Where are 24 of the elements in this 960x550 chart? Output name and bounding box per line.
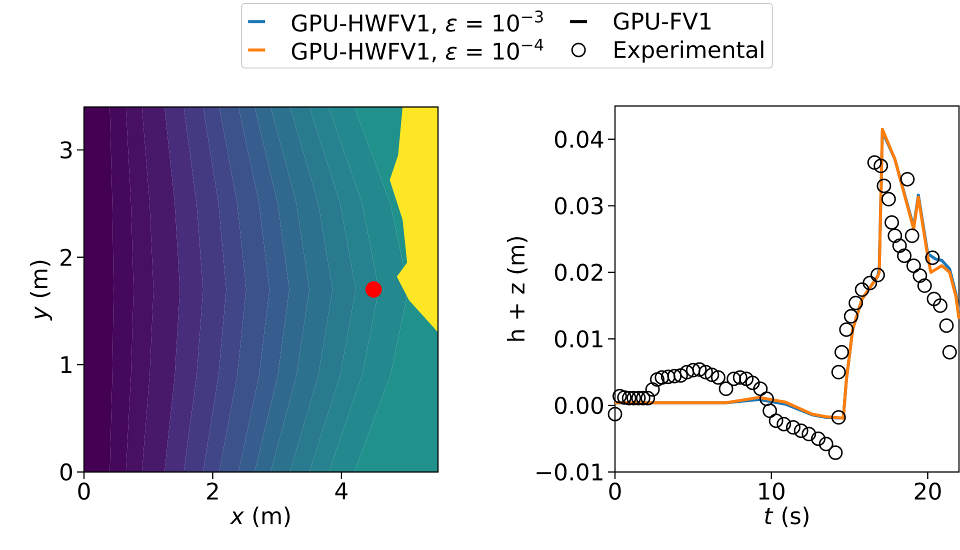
x-tick-label: 10 — [759, 482, 784, 500]
y-tick-label: 0.01 — [554, 330, 602, 348]
y-tick-label: 3 — [60, 141, 72, 159]
x-tick-label: 0 — [609, 482, 621, 500]
y-tick-label: 0.03 — [554, 197, 603, 214]
y-tick-label: 1 — [61, 356, 72, 373]
y-axis-title: h + z (m) — [506, 237, 528, 341]
y-tick-label: −0.01 — [536, 463, 602, 481]
x-tick-label: 0 — [78, 482, 90, 500]
x-tick-label: 4 — [335, 482, 348, 500]
y-tick-label: 0.04 — [554, 130, 604, 148]
y-tick-label: 0.00 — [554, 396, 603, 414]
y-axis-title: y (m) — [30, 260, 52, 321]
x-axis-title: t (s) — [765, 506, 808, 528]
legend-label: GPU-FV1 — [614, 12, 711, 30]
legend-label: GPU-HWFV1, ε = 10$^{−4}$ — [292, 38, 544, 62]
y-tick-label: 0.02 — [554, 264, 602, 282]
x-tick-label: 20 — [914, 482, 941, 500]
x-tick-label: 2 — [207, 482, 218, 500]
legend-label: Experimental — [614, 40, 764, 63]
legend-label: GPU-HWFV1, ε = 10$^{−3}$ — [292, 10, 543, 34]
y-tick-label: 0 — [60, 463, 72, 481]
y-tick-label: 2 — [60, 248, 72, 266]
x-axis-title: x (m) — [230, 506, 290, 528]
